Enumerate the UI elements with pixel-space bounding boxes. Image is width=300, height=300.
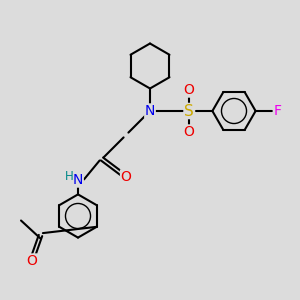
Text: O: O [184, 83, 194, 97]
Text: N: N [73, 173, 83, 187]
Text: H: H [64, 170, 74, 183]
Text: O: O [121, 170, 131, 184]
Text: O: O [184, 125, 194, 139]
Text: F: F [274, 104, 281, 118]
Text: O: O [26, 254, 37, 268]
Text: N: N [145, 104, 155, 118]
Text: S: S [184, 103, 194, 118]
